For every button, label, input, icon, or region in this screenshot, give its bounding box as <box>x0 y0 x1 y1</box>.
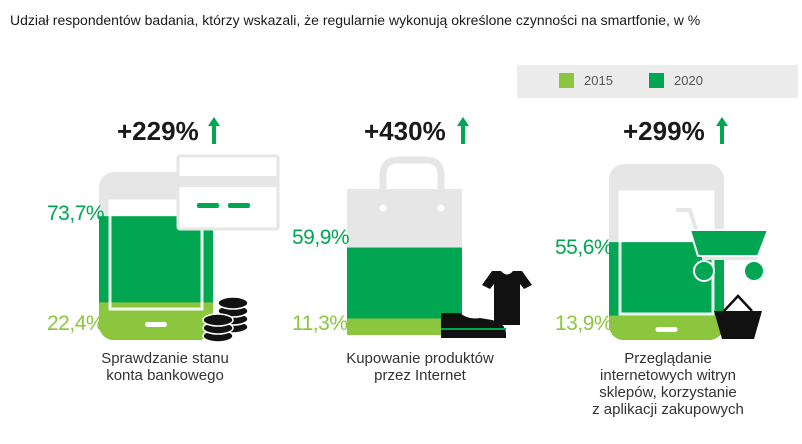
value-label-2020-browsing: 55,6% <box>555 236 613 259</box>
legend-label-2020: 2020 <box>674 73 703 88</box>
caption-bank: Sprawdzanie stanu konta bankowego <box>95 350 235 384</box>
legend: 2015 2020 <box>517 65 798 98</box>
value-label-2015-shopping: 11,3% <box>292 312 348 335</box>
card-icon <box>176 154 280 231</box>
legend-swatch-2015 <box>559 73 574 88</box>
caption-line: internetowych witryn <box>600 367 736 384</box>
caption-line: sklepów, korzystanie <box>599 384 737 401</box>
value-label-2020-bank: 73,7% <box>47 202 105 225</box>
growth-label-browsing: +299% <box>623 116 705 146</box>
value-label-2020-shopping: 59,9% <box>292 226 350 249</box>
legend-item-2015: 2015 <box>559 73 613 88</box>
value-label-2015-bank: 22,4% <box>47 312 105 335</box>
panel-bank <box>99 117 280 343</box>
growth-label-shopping: +430% <box>364 116 446 146</box>
phone-screen-outline <box>108 199 204 311</box>
up-arrow-icon <box>208 117 220 144</box>
caption-browsing: Przeglądanie internetowych witryn sklepó… <box>583 350 753 418</box>
basket-icon <box>714 294 762 339</box>
phone-home-button <box>145 322 167 327</box>
legend-item-2020: 2020 <box>649 73 703 88</box>
growth-label-bank: +229% <box>117 116 199 146</box>
value-label-2015-browsing: 13,9% <box>555 312 613 335</box>
up-arrow-icon <box>716 117 728 144</box>
coins-icon <box>202 296 249 343</box>
up-arrow-icon <box>457 117 469 144</box>
tshirt-icon <box>482 271 532 325</box>
bar-2015-shopping <box>347 318 462 335</box>
caption-line: konta bankowego <box>106 367 224 384</box>
legend-swatch-2020 <box>649 73 664 88</box>
chart-title: Udział respondentów badania, którzy wska… <box>10 12 701 28</box>
caption-line: z aplikacji zakupowych <box>592 401 744 418</box>
panel-shopping <box>347 117 532 338</box>
legend-label-2015: 2015 <box>584 73 613 88</box>
phone-home-button <box>655 327 678 332</box>
caption-shopping: Kupowanie produktów przez Internet <box>335 350 505 384</box>
caption-line: przez Internet <box>374 367 466 384</box>
caption-line: Przeglądanie <box>624 350 712 367</box>
panel-browsing <box>609 117 770 340</box>
caption-line: Sprawdzanie stanu <box>101 350 229 367</box>
cart-icon <box>676 208 770 282</box>
shoe-icon <box>441 313 506 338</box>
caption-line: Kupowanie produktów <box>346 350 494 367</box>
